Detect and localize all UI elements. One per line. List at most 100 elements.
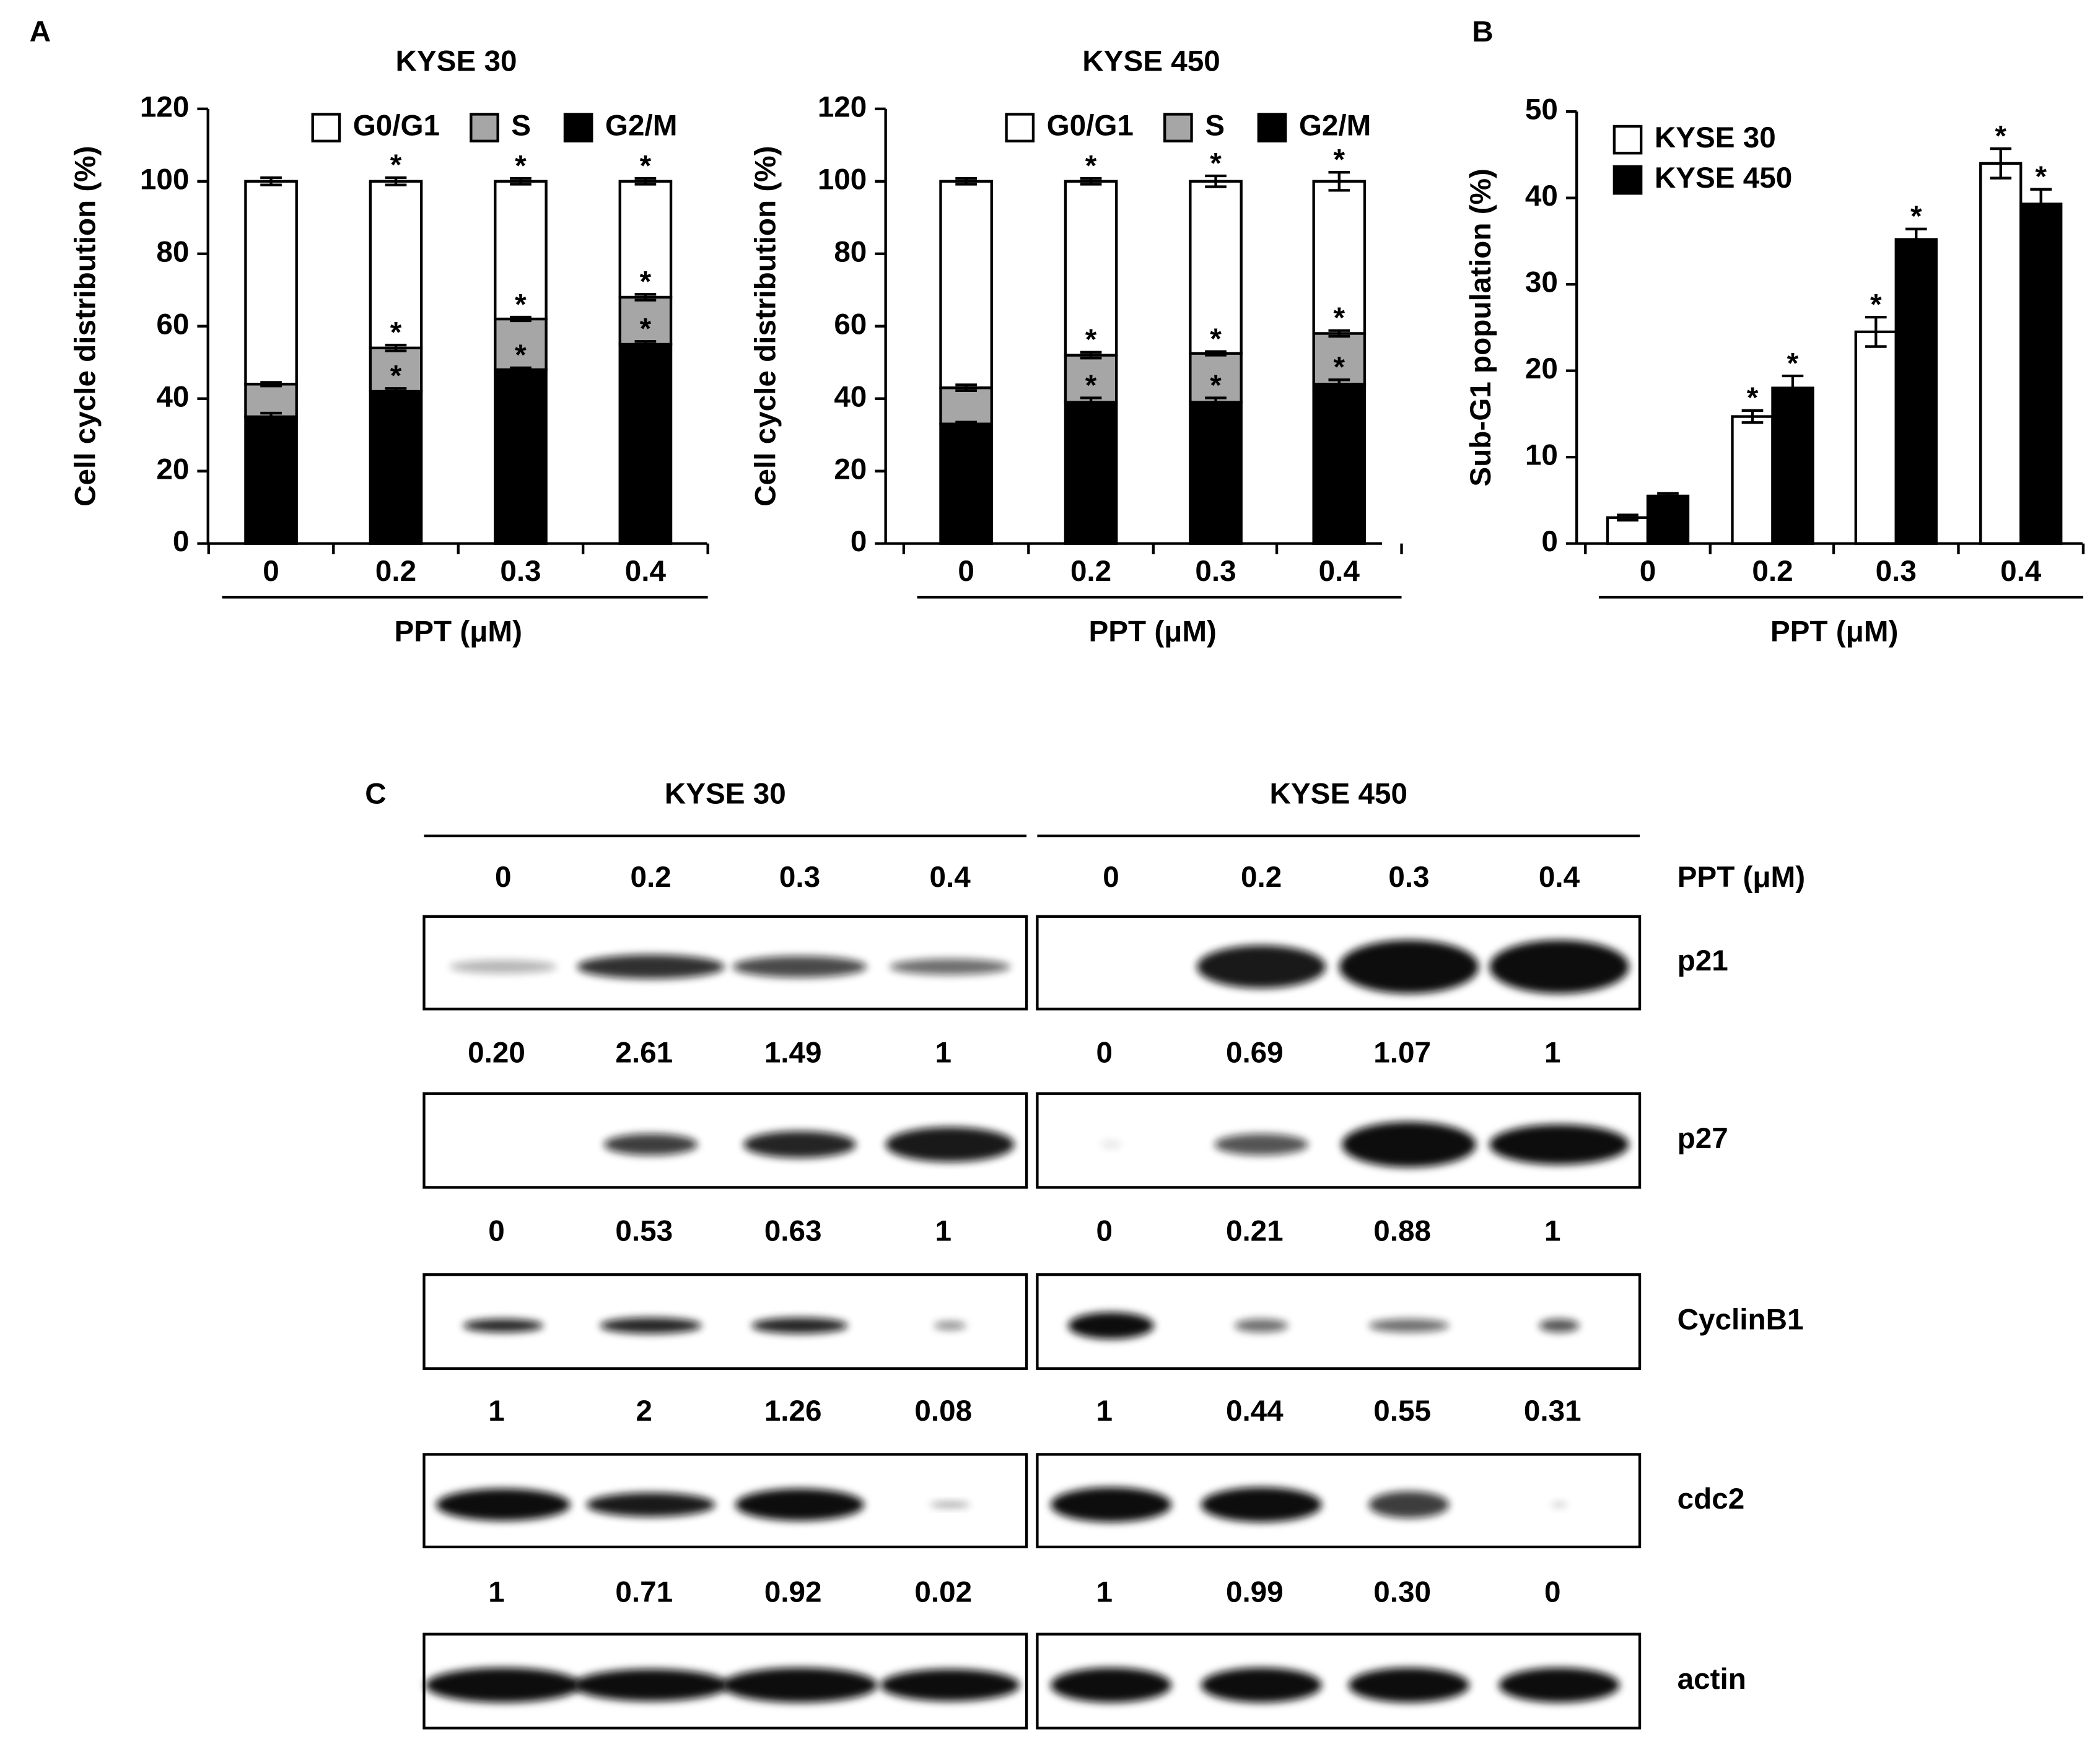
blot-band [743, 1131, 856, 1158]
significance-mark: * [640, 149, 652, 182]
bar-segment [618, 180, 673, 299]
blot-band [425, 1667, 581, 1703]
blot-band [1368, 1491, 1450, 1519]
legend-label: KYSE 450 [1655, 162, 1792, 194]
y-tick-label: 120 [140, 90, 190, 123]
quantification: 1 [488, 1576, 504, 1608]
x-tick-label: 0.4 [1319, 555, 1360, 588]
chart-title: KYSE 450 [1082, 45, 1220, 78]
x-tick-label: 0.3 [1195, 555, 1236, 588]
blot-band [603, 1133, 698, 1156]
legend-label: KYSE 30 [1655, 121, 1776, 154]
dose-label: 0.3 [1388, 861, 1429, 894]
blot-band [1551, 1502, 1568, 1507]
legend-label: G0/G1 [1047, 110, 1134, 142]
significance-mark: * [515, 339, 527, 372]
protein-label: CyclinB1 [1678, 1304, 1804, 1336]
bar-segment [494, 368, 548, 545]
quantification: 1.07 [1373, 1037, 1431, 1070]
y-axis-label: Cell cycle distribution (%) [69, 146, 102, 507]
legend-swatch [311, 113, 341, 142]
significance-mark: * [1995, 120, 2006, 152]
bar [1894, 238, 1938, 545]
blot-band [1498, 1667, 1620, 1703]
y-tick-label: 30 [1525, 266, 1558, 299]
y-tick-label: 40 [1525, 180, 1558, 212]
significance-mark: * [390, 316, 402, 349]
group-title: KYSE 30 [665, 777, 786, 810]
dose-label: 0.2 [630, 861, 671, 894]
y-tick-label: 60 [156, 308, 189, 341]
blot-band [890, 959, 1011, 975]
y-tick-label: 20 [156, 453, 189, 486]
significance-mark: * [640, 313, 652, 346]
quantification: 0.30 [1373, 1576, 1431, 1608]
y-tick-label: 50 [1525, 94, 1558, 126]
significance-mark: * [640, 266, 652, 299]
bar-segment [1312, 383, 1367, 545]
bar-segment [939, 180, 993, 390]
blot-band [1197, 945, 1326, 988]
significance-mark: * [515, 288, 527, 321]
blot-band [1051, 1667, 1172, 1703]
legend-swatch [1257, 113, 1287, 142]
bar-segment [1189, 401, 1243, 545]
blot-band [930, 1502, 971, 1507]
blot-band [1342, 1122, 1476, 1167]
blot-band [572, 1669, 729, 1702]
significance-mark: * [1747, 381, 1759, 414]
dose-label: 0.4 [930, 861, 971, 894]
quantification: 1 [935, 1037, 952, 1070]
bar-segment [939, 386, 993, 425]
x-axis-label: PPT (μM) [1088, 615, 1216, 648]
legend-label: G2/M [605, 110, 677, 142]
x-tick-label: 0.2 [375, 555, 416, 588]
quantification: 1.26 [764, 1395, 822, 1427]
quantification: 1 [935, 1215, 952, 1248]
legend-label: G2/M [1299, 110, 1371, 142]
significance-mark: * [1085, 149, 1097, 182]
blot-band [1539, 1318, 1580, 1333]
x-tick-label: 0 [1640, 555, 1656, 588]
y-tick-label: 60 [834, 308, 867, 341]
quantification: 0 [1096, 1037, 1113, 1070]
dose-label: 0.2 [1241, 861, 1282, 894]
legend-label: S [1205, 110, 1225, 142]
blot-band [722, 1667, 878, 1703]
legend-swatch [1005, 113, 1035, 142]
chart-title: KYSE 30 [396, 45, 517, 78]
bar-segment [618, 295, 673, 346]
x-tick-label: 0.2 [1752, 555, 1793, 588]
quantification: 0.55 [1373, 1395, 1431, 1427]
blot-band [885, 1127, 1015, 1162]
blot-band [1339, 939, 1479, 994]
bar-segment [369, 390, 423, 545]
quantification: 1.49 [764, 1037, 822, 1070]
blot-band [751, 1317, 848, 1334]
significance-mark: * [1334, 143, 1345, 176]
legend-swatch [1612, 165, 1643, 195]
y-tick-label: 0 [173, 525, 190, 558]
quantification: 0.44 [1226, 1395, 1284, 1427]
blot-band [1100, 1140, 1122, 1149]
significance-mark: * [390, 149, 402, 181]
y-tick-label: 40 [156, 380, 189, 413]
dose-label: 0 [495, 861, 511, 894]
blot-band [463, 1318, 544, 1333]
dose-label: 0 [1103, 861, 1119, 894]
quantification: 1 [1544, 1037, 1561, 1070]
blot-band [1201, 1487, 1322, 1522]
y-axis-label: Sub-G1 population (%) [1464, 168, 1497, 486]
legend-swatch [1163, 113, 1193, 142]
bar-segment [244, 415, 298, 545]
y-tick-label: 80 [834, 235, 867, 268]
blot-band [1348, 1667, 1469, 1703]
bar-segment [1189, 352, 1243, 404]
quantification: 0.21 [1226, 1215, 1284, 1248]
y-tick-label: 20 [834, 453, 867, 486]
quantification: 0.08 [914, 1395, 972, 1427]
bar-segment [369, 346, 423, 393]
quantification: 0 [1096, 1215, 1113, 1248]
bar [1854, 330, 1897, 545]
quantification: 0.02 [914, 1576, 972, 1608]
